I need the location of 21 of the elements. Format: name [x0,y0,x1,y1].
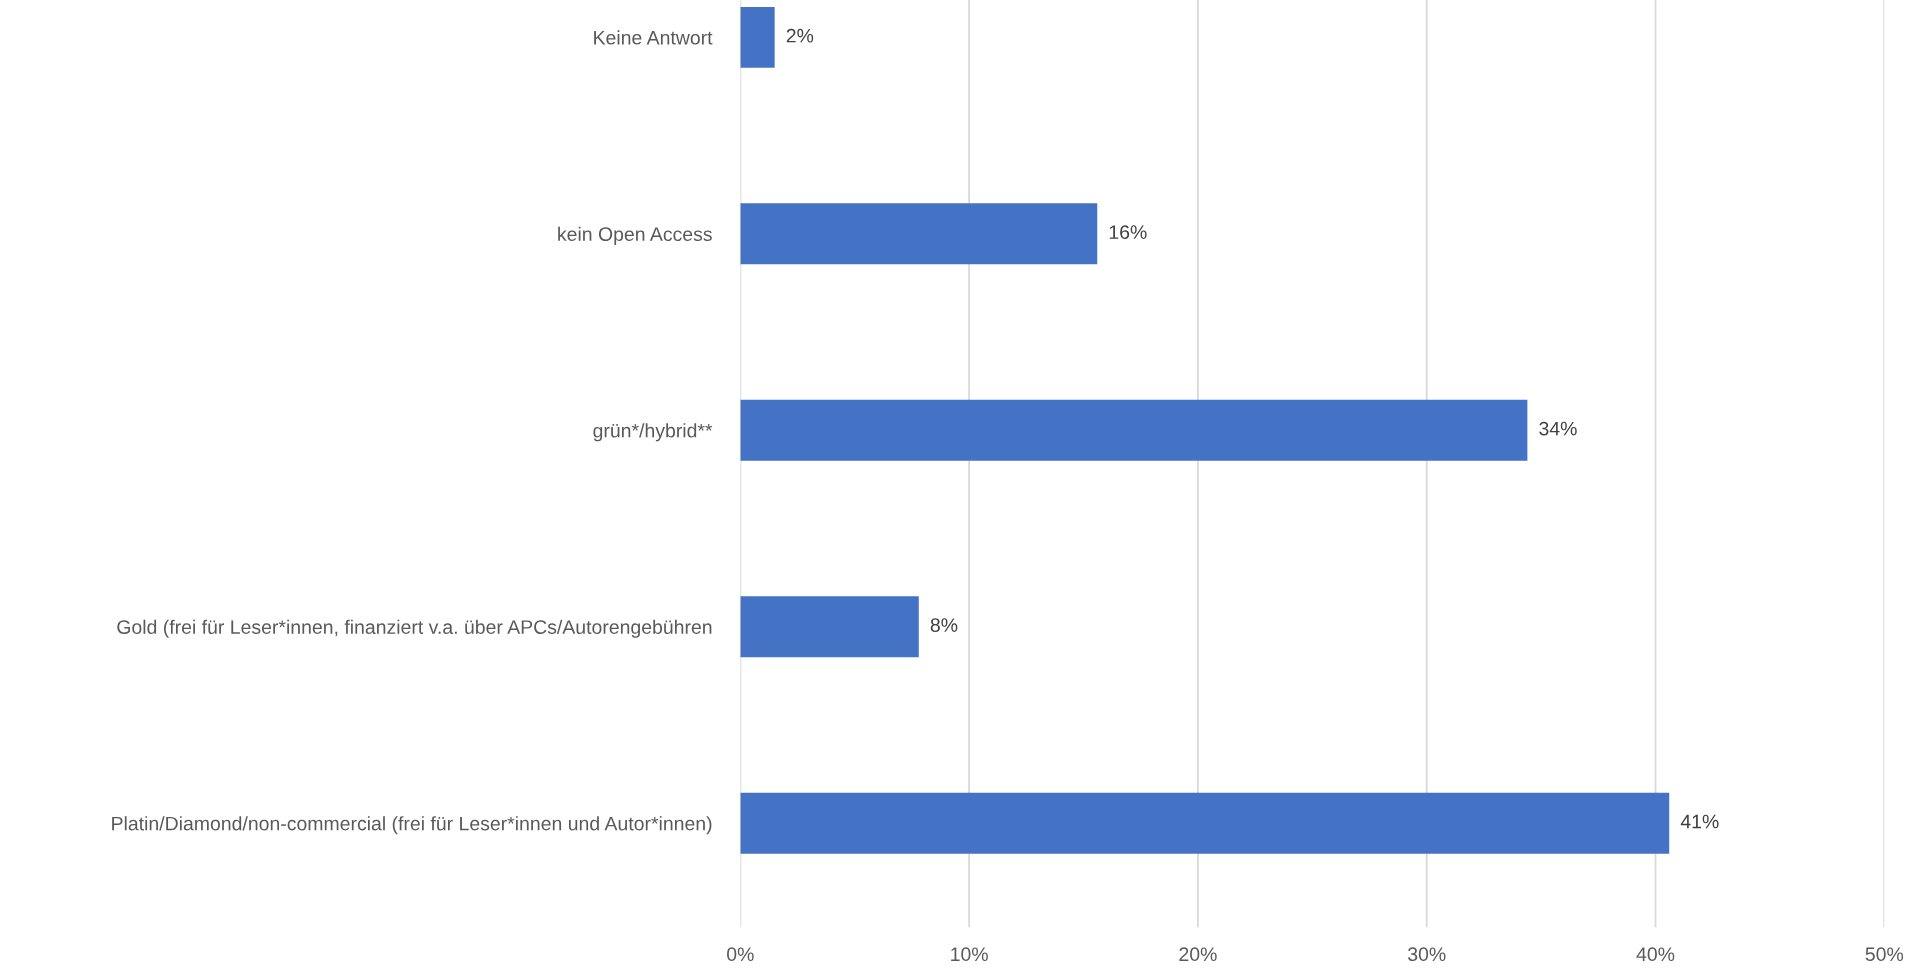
bar [740,596,919,658]
x-tick-label: 10% [951,947,988,962]
x-tick-label: 30% [1408,947,1446,962]
y-tick-label: grün*/hybrid** [593,423,713,442]
x-tick-label: 40% [1636,947,1675,962]
x-tick-label: 20% [1179,947,1217,962]
y-tick-label: Gold (frei für Leser*innen, finanziert v.a. über APCs/Autorengebühren [117,619,712,638]
x-tick-label: 50% [1865,947,1904,962]
y-tick-label: kein Open Access [558,226,712,245]
data-label: 34% [1539,421,1577,436]
bar [740,792,1670,854]
y-tick-label: Platin/Diamond/non-commercial (frei für Leser*innen und Autor*innen) [112,816,712,835]
data-label: 16% [1109,225,1147,240]
y-tick-label: Keine Antwort [594,30,713,45]
data-label: 8% [930,618,958,632]
bar [740,203,1098,265]
data-label: 41% [1680,814,1719,829]
x-tick-label: 0% [727,947,754,962]
data-label: 2% [786,28,814,43]
bar [740,6,775,68]
bar [740,399,1528,461]
